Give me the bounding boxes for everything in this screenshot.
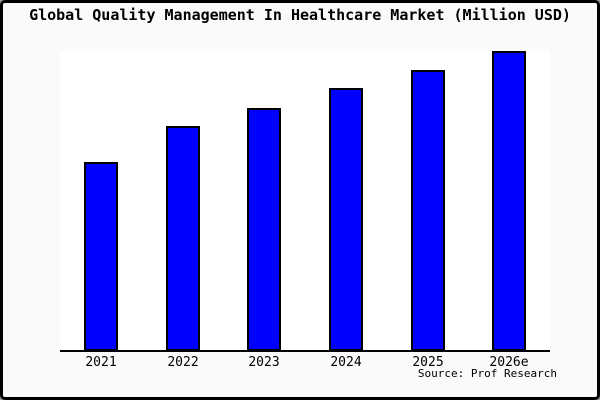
x-tick-label-2025: 2025	[412, 355, 444, 370]
x-axis-line	[60, 350, 550, 352]
bar-2024	[329, 88, 363, 351]
x-tick-label-2024: 2024	[330, 355, 362, 370]
x-tick-label-2026e: 2026e	[489, 355, 529, 370]
plot-area	[60, 51, 550, 352]
x-tick-label-2021: 2021	[85, 355, 117, 370]
bar-2025	[411, 70, 445, 351]
chart-title: Global Quality Management In Healthcare …	[29, 6, 571, 24]
bar-2026e	[492, 51, 526, 351]
bar-2023	[247, 108, 281, 351]
x-tick-label-2022: 2022	[167, 355, 199, 370]
bar-2022	[166, 126, 200, 351]
source-credit: Source: Prof Research	[417, 367, 557, 380]
bar-2021	[84, 162, 118, 351]
x-tick-label-2023: 2023	[248, 355, 280, 370]
